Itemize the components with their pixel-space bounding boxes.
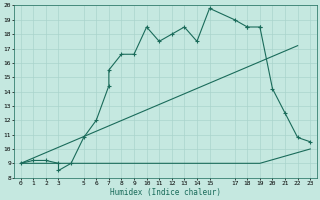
X-axis label: Humidex (Indice chaleur): Humidex (Indice chaleur): [110, 188, 221, 197]
